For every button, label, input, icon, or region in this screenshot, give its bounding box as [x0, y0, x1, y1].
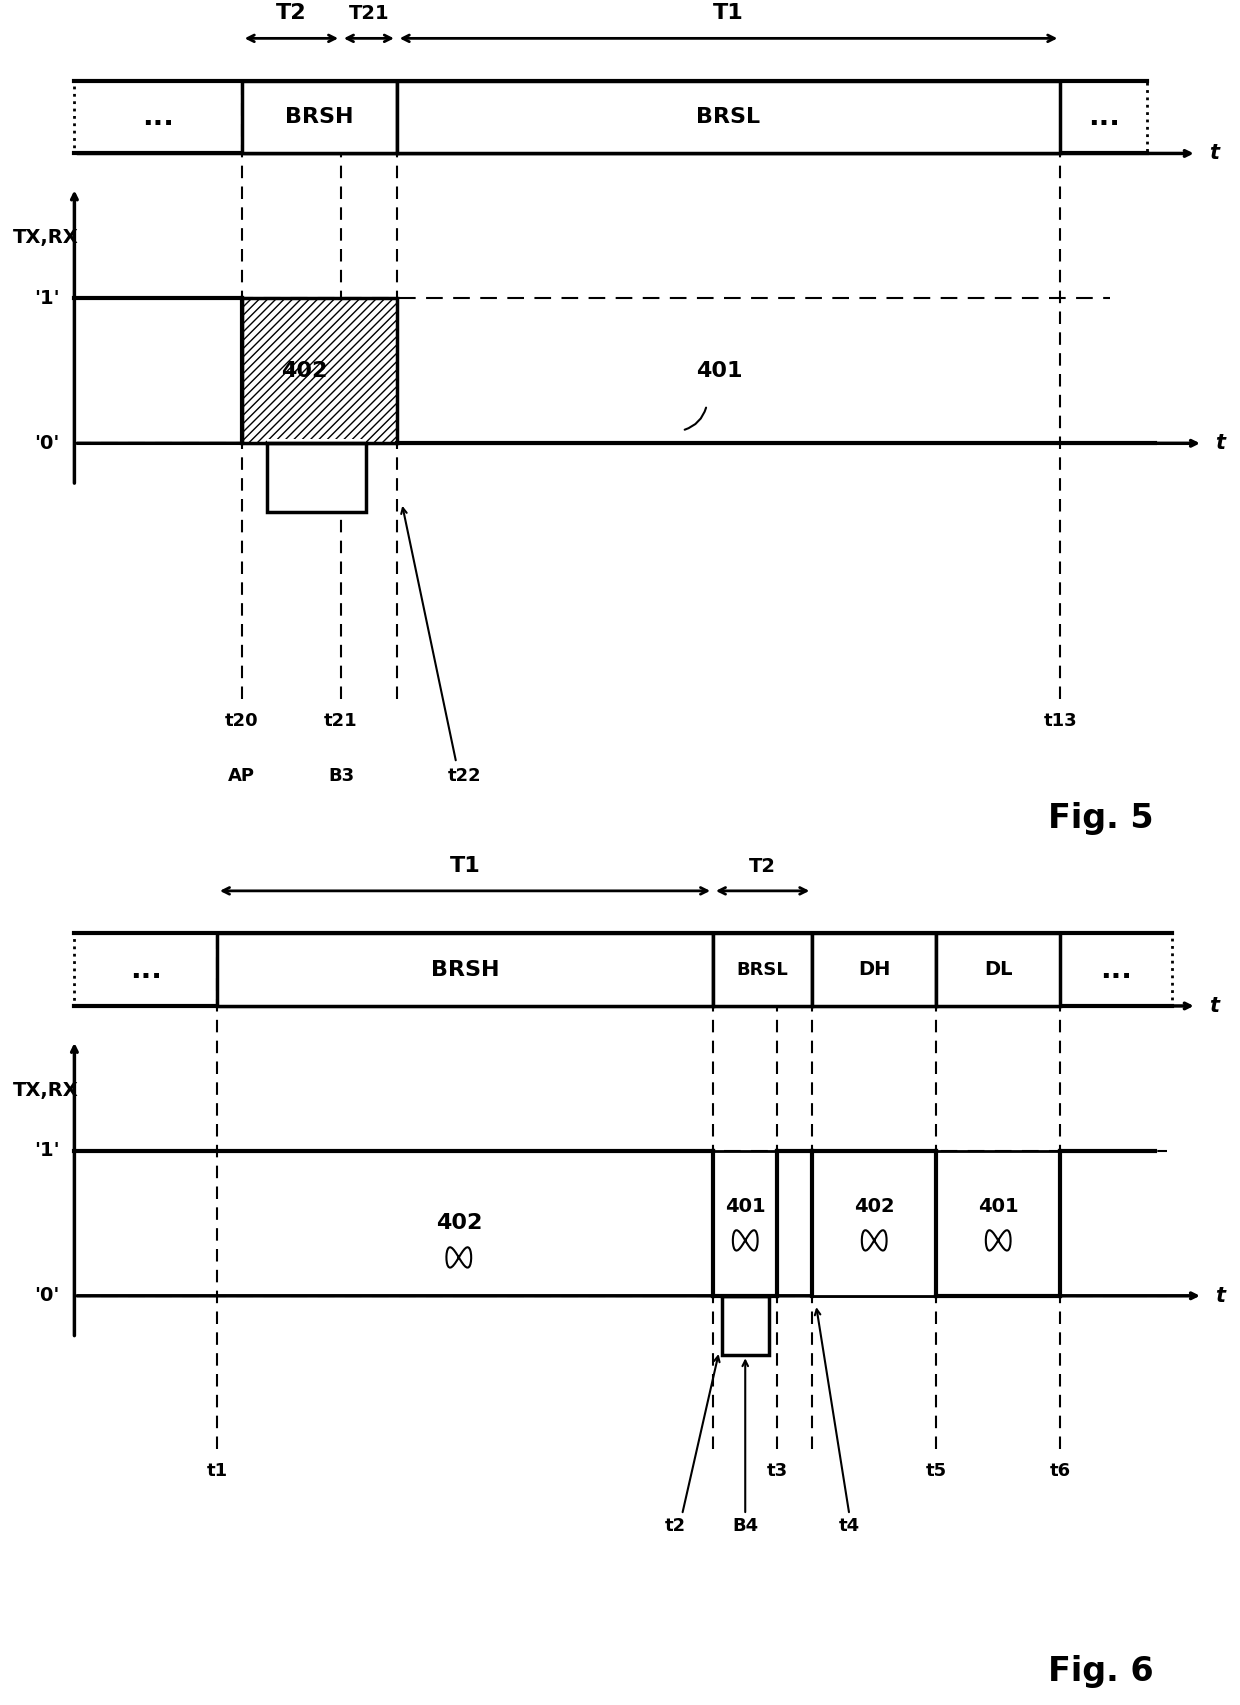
Bar: [217, 934, 713, 1006]
Text: T2: T2: [749, 856, 776, 876]
Text: t: t: [1209, 143, 1219, 164]
Text: DH: DH: [858, 960, 890, 979]
Text: t3: t3: [766, 1463, 789, 1480]
Text: BRSH: BRSH: [430, 960, 500, 980]
Bar: [936, 1151, 1060, 1296]
Text: ...: ...: [143, 104, 174, 131]
Text: 402: 402: [435, 1214, 482, 1233]
Text: ...: ...: [1100, 957, 1132, 984]
Text: AP: AP: [228, 767, 255, 786]
Text: B3: B3: [327, 767, 355, 786]
Text: T2: T2: [277, 3, 306, 22]
Text: t21: t21: [324, 713, 358, 730]
Text: 401: 401: [696, 361, 743, 380]
Text: t1: t1: [206, 1463, 228, 1480]
Bar: [267, 443, 366, 512]
Bar: [936, 934, 1060, 1006]
Text: ...: ...: [130, 957, 161, 984]
Text: t22: t22: [448, 767, 482, 786]
Text: '0': '0': [35, 433, 60, 454]
Text: DL: DL: [985, 960, 1012, 979]
Text: 402: 402: [854, 1197, 894, 1216]
Text: TX,RX: TX,RX: [12, 1081, 78, 1100]
Text: BRSL: BRSL: [737, 960, 789, 979]
Text: BRSH: BRSH: [285, 107, 353, 128]
Text: TX,RX: TX,RX: [12, 228, 78, 247]
Text: t5: t5: [925, 1463, 947, 1480]
Bar: [74, 82, 1147, 153]
Bar: [812, 1151, 936, 1296]
Text: t2: t2: [665, 1517, 687, 1536]
Text: BRSL: BRSL: [697, 107, 760, 128]
Text: Fig. 6: Fig. 6: [1048, 1656, 1153, 1688]
Text: ...: ...: [1087, 104, 1120, 131]
Text: '1': '1': [33, 1141, 60, 1161]
Text: t6: t6: [1049, 1463, 1071, 1480]
Bar: [713, 1151, 777, 1296]
Text: t: t: [1215, 433, 1225, 454]
Text: t: t: [1215, 1286, 1225, 1306]
Text: '1': '1': [33, 288, 60, 309]
Bar: [722, 1296, 769, 1355]
Text: T21: T21: [348, 3, 389, 22]
Bar: [812, 934, 936, 1006]
Text: T1: T1: [450, 856, 480, 876]
Text: t13: t13: [1043, 713, 1078, 730]
Text: 401: 401: [978, 1197, 1018, 1216]
Text: B4: B4: [732, 1517, 759, 1536]
Bar: [74, 934, 1172, 1006]
Text: t4: t4: [838, 1517, 861, 1536]
Bar: [242, 298, 397, 443]
Bar: [713, 934, 812, 1006]
Bar: [267, 438, 366, 447]
Text: T1: T1: [713, 3, 744, 22]
Text: Fig. 5: Fig. 5: [1048, 803, 1153, 835]
Text: '0': '0': [35, 1286, 60, 1306]
Text: 402: 402: [280, 361, 327, 380]
Text: 401: 401: [725, 1197, 765, 1216]
Bar: [397, 82, 1060, 153]
Bar: [242, 82, 397, 153]
Text: t20: t20: [224, 713, 259, 730]
Text: t: t: [1209, 996, 1219, 1016]
